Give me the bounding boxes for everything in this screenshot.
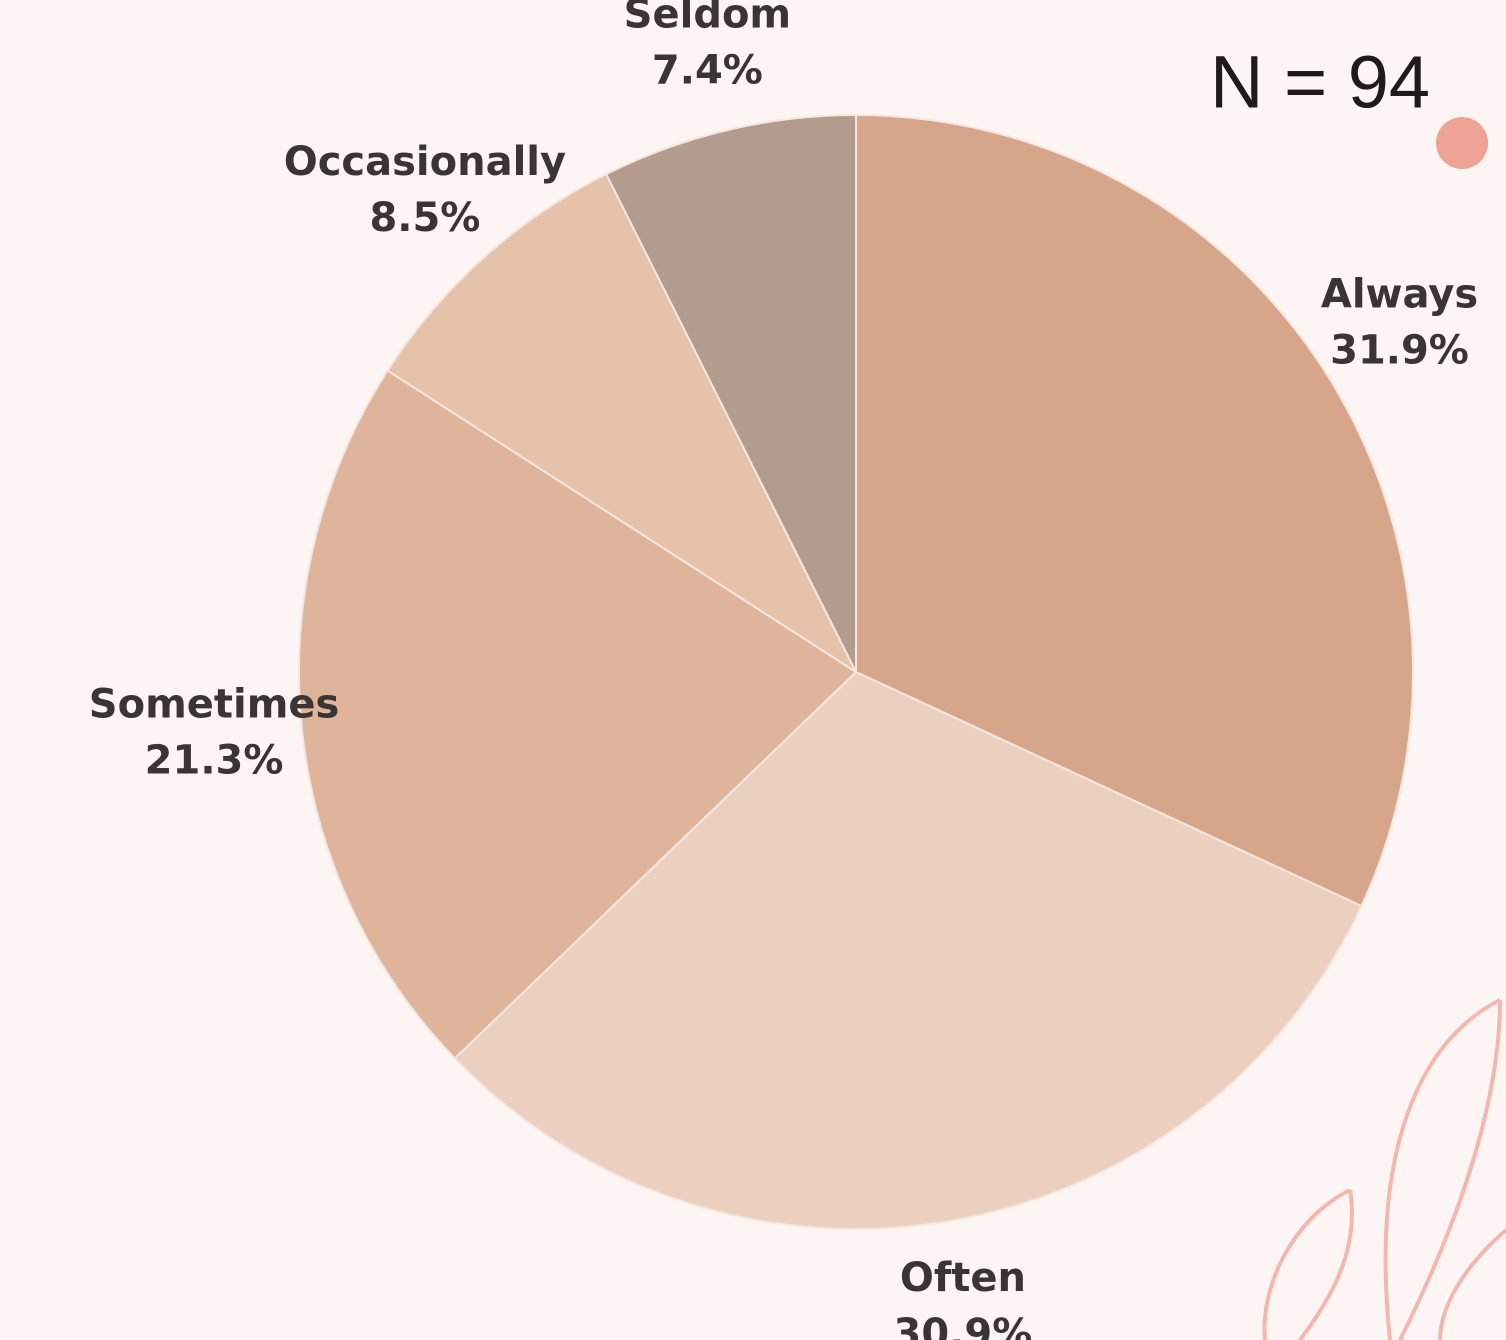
leaf-line — [1438, 1228, 1506, 1340]
pie-slice — [453, 670, 1363, 1230]
leaf-decoration — [1262, 998, 1506, 1340]
pie-slice — [298, 369, 858, 1060]
slice-value-label: 31.9% — [1330, 328, 1469, 374]
leaf-line — [1383, 998, 1501, 1340]
slice-label: Often — [900, 1255, 1026, 1301]
slice-label: Sometimes — [89, 682, 340, 728]
leaf-line — [1262, 1188, 1351, 1340]
annotation: N = 94 — [1210, 41, 1430, 124]
slice-label: Always — [1321, 272, 1478, 318]
decor-dot — [1436, 117, 1488, 169]
pie — [298, 113, 1414, 1230]
leaf-line — [1298, 1189, 1354, 1340]
pie-slice — [604, 113, 857, 673]
pie-slice — [386, 172, 859, 675]
slice-value-label: 21.3% — [145, 738, 284, 784]
slice-label: Seldom — [624, 0, 791, 37]
slice-value-label: 30.9% — [894, 1311, 1033, 1340]
pie-slice — [855, 113, 1414, 908]
slice-value-label: 8.5% — [369, 195, 480, 241]
leaf-line — [1398, 999, 1502, 1340]
slice-label: Occasionally — [284, 139, 566, 185]
slice-value-label: 7.4% — [652, 47, 763, 93]
